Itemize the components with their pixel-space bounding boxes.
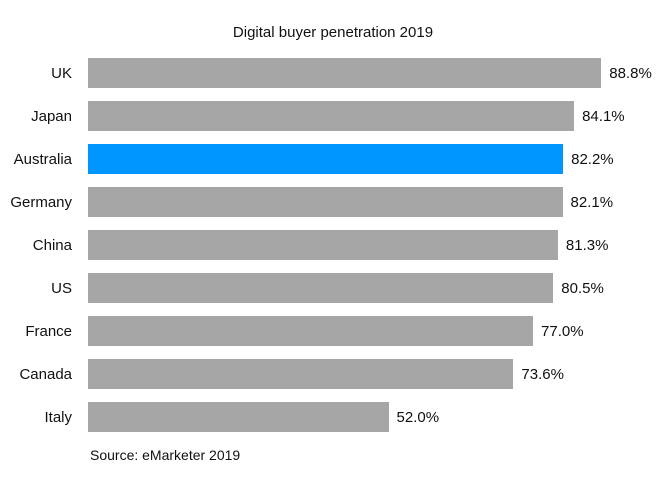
chart-row: Italy 52.0% — [0, 402, 666, 432]
bar-track: 81.3% — [88, 230, 666, 260]
bar-australia — [88, 144, 564, 174]
category-label: US — [51, 279, 72, 297]
chart-title: Digital buyer penetration 2019 — [232, 24, 434, 41]
value-label: 81.3% — [565, 236, 609, 254]
value-label: 80.5% — [561, 279, 604, 297]
chart-row: Australia 82.2% — [0, 144, 666, 174]
bar-france — [88, 316, 534, 346]
chart-row: Japan 84.1% — [0, 101, 666, 131]
bar-chart: UK 88.8% Japan 84.1% Australia 82.2% Germany 82… — [0, 58, 666, 432]
bar-china — [88, 230, 558, 260]
value-label: 73.6% — [521, 365, 564, 383]
value-label: 84.1% — [582, 107, 625, 125]
chart-row: China 81.3% — [0, 230, 666, 260]
chart-row: Canada 73.6% — [0, 359, 666, 389]
bar-canada — [88, 359, 514, 389]
source-note: Source: eMarketer 2019 — [90, 447, 241, 463]
bar-track: 88.8% — [88, 58, 666, 88]
value-label: 82.2% — [571, 150, 614, 168]
category-label: China — [32, 236, 72, 254]
category-label: Italy — [44, 408, 72, 426]
chart-row: France 77.0% — [0, 316, 666, 346]
category-label: Australia — [13, 150, 72, 168]
value-label: 52.0% — [396, 408, 440, 426]
bar-track: 84.1% — [88, 101, 666, 131]
category-label: France — [25, 322, 72, 340]
bar-track: 82.2% — [88, 144, 666, 174]
bar-track: 77.0% — [88, 316, 666, 346]
chart-row: US 80.5% — [0, 273, 666, 303]
bar-us — [88, 273, 554, 303]
value-label: 88.8% — [609, 64, 652, 82]
bar-track: 52.0% — [88, 402, 666, 432]
category-label: Japan — [31, 107, 72, 125]
bar-germany — [88, 187, 563, 217]
category-label: UK — [51, 64, 72, 82]
category-label: Germany — [10, 193, 72, 211]
bar-track: 82.1% — [88, 187, 666, 217]
chart-row: Germany 82.1% — [0, 187, 666, 217]
bar-uk — [88, 58, 602, 88]
chart-row: UK 88.8% — [0, 58, 666, 88]
category-label: Canada — [19, 365, 72, 383]
bar-track: 80.5% — [88, 273, 666, 303]
bar-japan — [88, 101, 575, 131]
value-label: 77.0% — [541, 322, 584, 340]
bar-italy — [88, 402, 389, 432]
bar-track: 73.6% — [88, 359, 666, 389]
value-label: 82.1% — [570, 193, 614, 211]
